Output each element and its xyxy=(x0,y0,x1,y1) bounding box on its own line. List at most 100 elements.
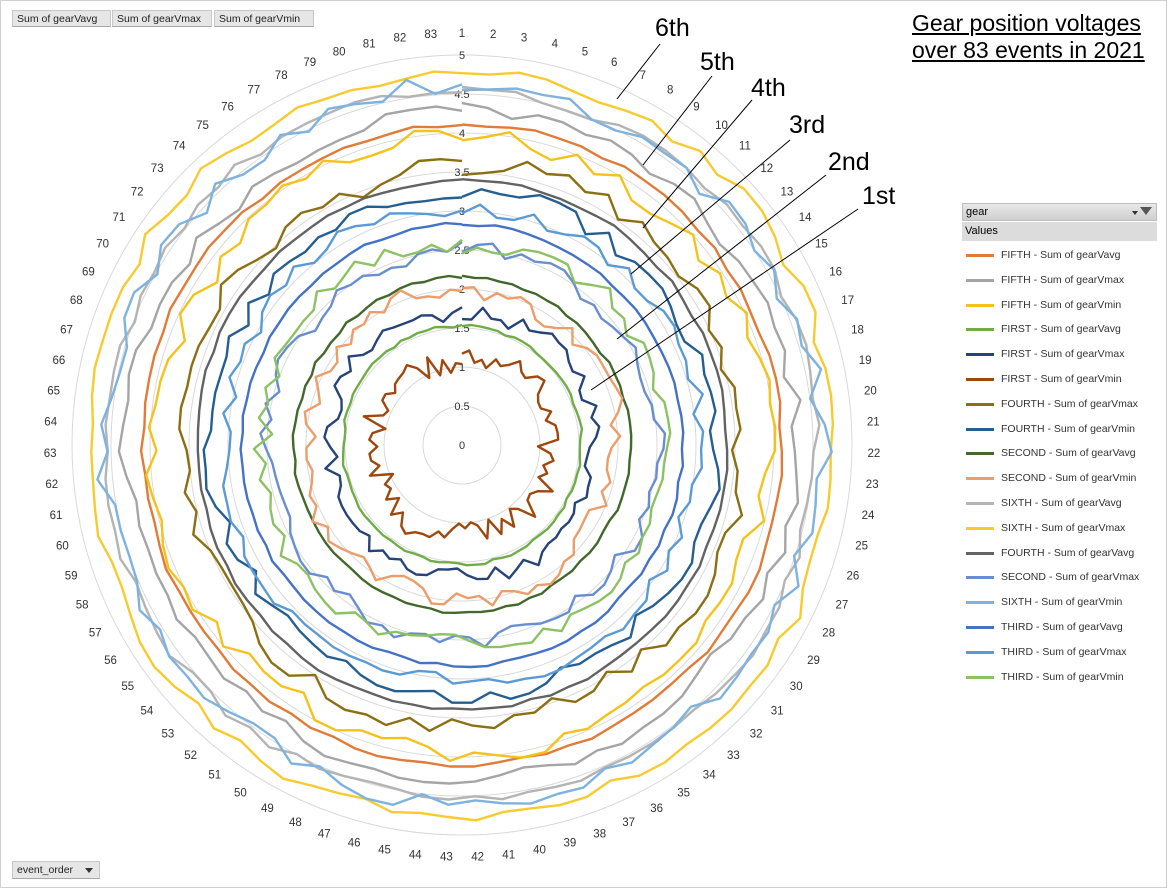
legend-label: FIFTH - Sum of gearVmin xyxy=(1001,298,1122,311)
category-label: 10 xyxy=(715,120,728,132)
category-label: 1 xyxy=(459,28,465,40)
series-line xyxy=(252,238,672,649)
legend-label: FIRST - Sum of gearVmin xyxy=(1001,372,1122,385)
radial-tick-label: 4 xyxy=(459,128,465,140)
category-label: 6 xyxy=(611,57,617,69)
legend-entry: FIRST - Sum of gearVmax xyxy=(962,344,1162,369)
category-label: 2 xyxy=(490,29,496,41)
legend-swatch xyxy=(966,675,994,679)
category-label: 78 xyxy=(275,70,288,82)
category-label: 43 xyxy=(440,852,453,864)
legend-swatch xyxy=(966,353,994,357)
category-label: 62 xyxy=(45,479,58,491)
legend-label: FOURTH - Sum of gearVmin xyxy=(1001,422,1136,435)
legend-label: SECOND - Sum of gearVmin xyxy=(1001,472,1137,485)
category-label: 79 xyxy=(303,57,316,69)
legend-values-label: Values xyxy=(962,222,1157,241)
legend-label: FIRST - Sum of gearVmax xyxy=(1001,348,1125,361)
category-label: 38 xyxy=(593,828,606,840)
legend-field-button[interactable]: gear xyxy=(962,203,1157,221)
legend-label: FIFTH - Sum of gearVmax xyxy=(1001,273,1125,286)
annotation-label: 3rd xyxy=(789,111,825,139)
legend-entry: SECOND - Sum of gearVmin xyxy=(962,468,1162,493)
legend-entry: SIXTH - Sum of gearVmax xyxy=(962,518,1162,543)
category-label: 14 xyxy=(799,212,812,224)
category-label: 66 xyxy=(53,355,66,367)
category-label: 70 xyxy=(96,239,109,251)
radial-tick-label: 3.5 xyxy=(454,167,469,179)
legend-label: FOURTH - Sum of gearVmax xyxy=(1001,397,1138,410)
legend-label: THIRD - Sum of gearVavg xyxy=(1001,620,1123,633)
annotation-leader-line xyxy=(642,99,753,229)
legend-swatch xyxy=(966,477,994,481)
category-label: 53 xyxy=(162,729,175,741)
series-line xyxy=(96,78,833,806)
legend-swatch xyxy=(966,501,994,505)
category-label: 77 xyxy=(247,85,260,97)
legend-entry: THIRD - Sum of gearVavg xyxy=(962,617,1162,642)
category-label: 29 xyxy=(807,655,820,667)
legend-swatch xyxy=(966,328,994,332)
legend-swatch xyxy=(966,254,994,257)
annotation-label: 1st xyxy=(862,182,895,210)
annotation-leader-line xyxy=(616,43,661,100)
grid-ring xyxy=(422,405,502,485)
grid-ring xyxy=(305,288,619,602)
value-field-button-max[interactable]: Sum of gearVmax xyxy=(112,10,212,27)
series-line xyxy=(104,85,821,801)
legend-entry: THIRD - Sum of gearVmin xyxy=(962,667,1162,692)
category-label: 57 xyxy=(89,628,102,640)
legend-entry: SIXTH - Sum of gearVavg xyxy=(962,493,1162,518)
category-label: 58 xyxy=(76,600,89,612)
value-field-button-min[interactable]: Sum of gearVmin xyxy=(214,10,314,27)
category-label: 76 xyxy=(221,101,234,113)
value-field-button-avg[interactable]: Sum of gearVavg xyxy=(12,10,111,27)
axis-field-button[interactable]: event_order xyxy=(12,861,100,879)
legend-label: SIXTH - Sum of gearVmin xyxy=(1001,596,1123,609)
category-label: 13 xyxy=(781,187,794,199)
annotation-label: 2nd xyxy=(828,148,870,176)
category-label: 4 xyxy=(552,39,559,51)
annotation-leader-line xyxy=(642,75,713,166)
category-label: 24 xyxy=(862,510,875,522)
category-label: 15 xyxy=(815,239,828,251)
category-label: 31 xyxy=(771,706,784,718)
category-label: 50 xyxy=(234,787,247,799)
series-line xyxy=(323,306,601,581)
grid-ring xyxy=(71,54,853,836)
series-line xyxy=(117,101,802,785)
radial-tick-label: 0.5 xyxy=(454,401,469,413)
legend-entry: SIXTH - Sum of gearVmin xyxy=(962,592,1162,617)
legend-label: FOURTH - Sum of gearVavg xyxy=(1001,546,1135,559)
category-label: 40 xyxy=(533,845,546,857)
legend-entry: FOURTH - Sum of gearVmin xyxy=(962,419,1162,444)
category-label: 8 xyxy=(667,85,673,97)
radial-tick-label: 5 xyxy=(459,50,465,62)
legend-label: THIRD - Sum of gearVmax xyxy=(1001,645,1127,658)
category-label: 82 xyxy=(394,33,407,45)
filter-icon xyxy=(1140,207,1152,215)
category-label: 30 xyxy=(790,681,803,693)
legend-label: SIXTH - Sum of gearVmax xyxy=(1001,521,1126,534)
category-label: 37 xyxy=(622,817,635,829)
category-label: 80 xyxy=(333,47,346,59)
category-label: 72 xyxy=(131,187,144,199)
legend-entry: FIFTH - Sum of gearVmin xyxy=(962,295,1162,320)
category-label: 33 xyxy=(727,750,740,762)
category-label: 23 xyxy=(866,479,879,491)
category-label: 48 xyxy=(289,817,302,829)
annotation-label: 5th xyxy=(700,48,735,76)
category-label: 46 xyxy=(348,838,361,850)
category-label: 59 xyxy=(65,570,78,582)
chart-title: Gear position voltages over 83 events in… xyxy=(912,10,1145,64)
category-label: 65 xyxy=(47,386,60,398)
category-label: 28 xyxy=(822,628,835,640)
grid-ring xyxy=(266,249,658,641)
category-label: 74 xyxy=(173,141,186,153)
category-label: 21 xyxy=(867,417,880,429)
series-line xyxy=(222,203,705,685)
series-line xyxy=(178,158,744,733)
grid-ring xyxy=(110,93,814,797)
radial-tick-label: 1 xyxy=(459,362,465,374)
